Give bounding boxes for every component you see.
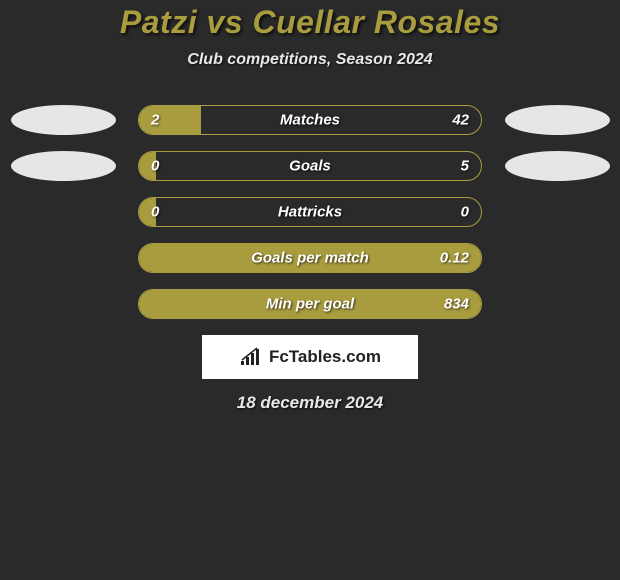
player-avatar-right [502,151,612,181]
stat-value-right: 0.12 [440,250,469,267]
avatar-spacer [502,289,612,319]
badge-text: FcTables.com [269,347,381,367]
stat-bar: Goals per match 0.12 [138,243,482,273]
stat-value-right: 834 [444,296,469,313]
stat-value-left: 0 [151,158,159,175]
stat-label: Goals per match [251,250,369,267]
stat-bar: 0 Goals 5 [138,151,482,181]
avatar-spacer [502,197,612,227]
stat-bar: Min per goal 834 [138,289,482,319]
avatar-spacer [8,197,118,227]
subtitle: Club competitions, Season 2024 [0,51,620,69]
player-avatar-right [502,105,612,135]
stat-value-left: 0 [151,204,159,221]
page-title: Patzi vs Cuellar Rosales [0,4,620,41]
date-label: 18 december 2024 [0,393,620,413]
stat-row: 0 Hattricks 0 [0,197,620,227]
chart-icon [239,347,265,367]
stat-label: Goals [289,158,331,175]
stat-label: Hattricks [278,204,342,221]
stat-bar: 2 Matches 42 [138,105,482,135]
stat-row: 0 Goals 5 [0,151,620,181]
bar-fill [139,106,201,134]
stat-bar: 0 Hattricks 0 [138,197,482,227]
source-badge[interactable]: FcTables.com [202,335,418,379]
stat-row: 2 Matches 42 [0,105,620,135]
avatar-ellipse [11,105,116,135]
avatar-spacer [8,289,118,319]
stat-row: Min per goal 834 [0,289,620,319]
stat-value-right: 5 [461,158,469,175]
stat-value-right: 0 [461,204,469,221]
stat-rows: 2 Matches 42 0 Goals 5 0 Hattricks 0 Goals per ma… [0,105,620,319]
player-avatar-left [8,151,118,181]
stat-label: Matches [280,112,340,129]
player-avatar-left [8,105,118,135]
stat-row: Goals per match 0.12 [0,243,620,273]
avatar-spacer [8,243,118,273]
stat-label: Min per goal [266,296,354,313]
avatar-ellipse [505,105,610,135]
avatar-ellipse [505,151,610,181]
comparison-widget: Patzi vs Cuellar Rosales Club competitio… [0,0,620,413]
stat-value-right: 42 [452,112,469,129]
avatar-spacer [502,243,612,273]
avatar-ellipse [11,151,116,181]
stat-value-left: 2 [151,112,159,129]
